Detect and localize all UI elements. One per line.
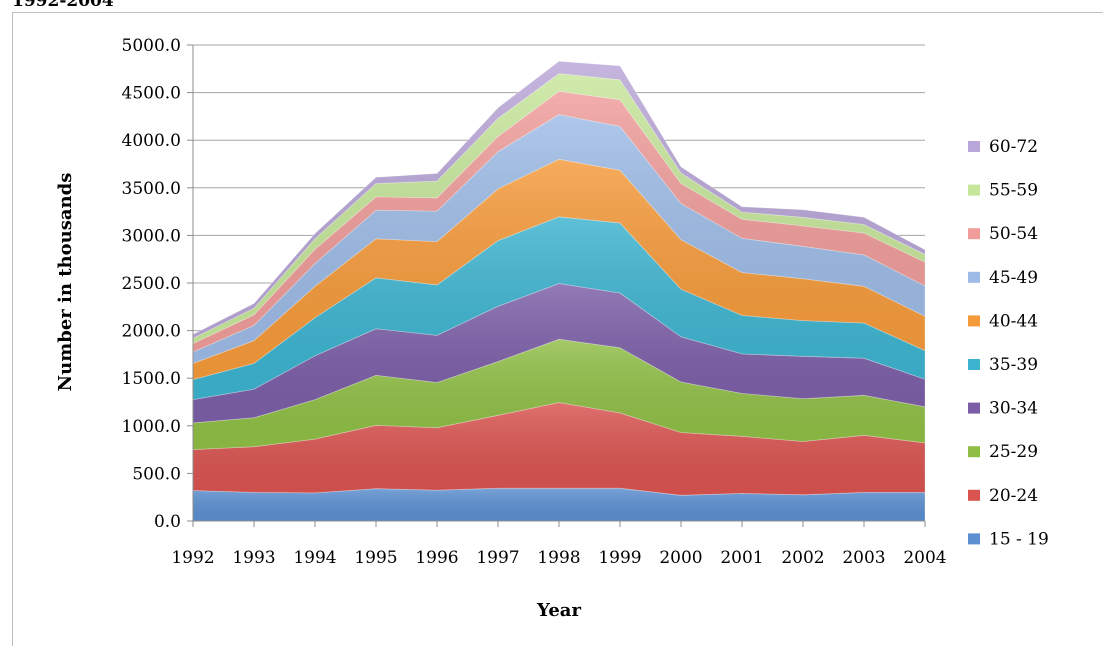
legend-swatch	[968, 446, 980, 458]
x-tick-label: 1995	[354, 548, 397, 568]
legend-label: 55-59	[989, 181, 1038, 201]
area-shade-40-44	[193, 159, 925, 380]
legend-label: 20-24	[989, 486, 1038, 506]
area-shade-25-29	[193, 339, 925, 450]
y-tick-label: 2500.0	[122, 274, 181, 294]
chart-area: 0.0 500.0 1000.0 1500.0 2000.0 2500.0 3000.0 35…	[12, 12, 1103, 646]
y-tick-label: 4500.0	[122, 84, 181, 104]
legend-swatch	[968, 228, 980, 240]
area-shade-35-39	[193, 216, 925, 400]
legend-swatch	[968, 184, 980, 196]
y-tick-label: 0.0	[154, 512, 181, 532]
y-axis-title: Number in thousands	[55, 173, 76, 392]
x-tick-label: 2002	[781, 548, 824, 568]
legend-swatch	[968, 141, 980, 152]
x-tick-label: 2000	[659, 548, 702, 568]
y-tick-label: 3000.0	[122, 226, 181, 246]
x-axis: 1992 1993 1994 1995 1996 1997 1998 1999 2000 2001…	[171, 520, 947, 568]
legend-swatch	[968, 271, 980, 283]
legend-swatch	[968, 359, 980, 370]
stacked-area-chart: 0.0 500.0 1000.0 1500.0 2000.0 2500.0 3000.0 35…	[55, 36, 1049, 621]
document-heading: 1992-2004	[12, 0, 114, 11]
legend-label: 30-34	[989, 399, 1038, 419]
y-tick-label: 1500.0	[122, 369, 181, 389]
y-tick-label: 3500.0	[122, 179, 181, 199]
legend-label: 35-39	[989, 355, 1038, 375]
x-tick-label: 2003	[842, 548, 885, 568]
x-tick-label: 1998	[537, 548, 580, 568]
legend-label: 25-29	[989, 442, 1038, 462]
legend-swatch	[968, 489, 980, 501]
x-tick-label: 2004	[903, 548, 946, 568]
y-tick-label: 2000.0	[122, 322, 181, 342]
area-shade-15-19	[193, 488, 925, 521]
x-tick-label: 1993	[232, 548, 275, 568]
legend-label: 50-54	[989, 224, 1038, 244]
x-tick-label: 1997	[476, 548, 519, 568]
legend-swatch	[968, 533, 980, 545]
legend-swatch	[968, 402, 980, 414]
area-shade-30-34	[193, 283, 925, 423]
legend: 60-72 55-59 50-54 45-49 40-44 35-39 30-34 25-29…	[968, 137, 1049, 549]
legend-label: 15 - 19	[989, 529, 1049, 549]
y-tick-label: 1000.0	[122, 417, 181, 437]
y-axis: 0.0 500.0 1000.0 1500.0 2000.0 2500.0 3000.0 35…	[122, 36, 194, 532]
y-tick-label: 500.0	[132, 464, 181, 484]
y-tick-label: 4000.0	[122, 131, 181, 151]
x-tick-label: 1996	[415, 548, 458, 568]
x-axis-title: Year	[536, 600, 581, 621]
y-tick-label: 5000.0	[122, 36, 181, 56]
legend-swatch	[968, 315, 980, 327]
x-tick-label: 1999	[598, 548, 641, 568]
legend-label: 60-72	[989, 137, 1038, 157]
legend-label: 45-49	[989, 268, 1038, 288]
legend-label: 40-44	[989, 311, 1038, 331]
x-tick-label: 2001	[720, 548, 763, 568]
area-shade-20-24	[193, 402, 925, 496]
x-tick-label: 1992	[171, 548, 214, 568]
x-tick-label: 1994	[293, 548, 336, 568]
areas	[192, 60, 926, 522]
